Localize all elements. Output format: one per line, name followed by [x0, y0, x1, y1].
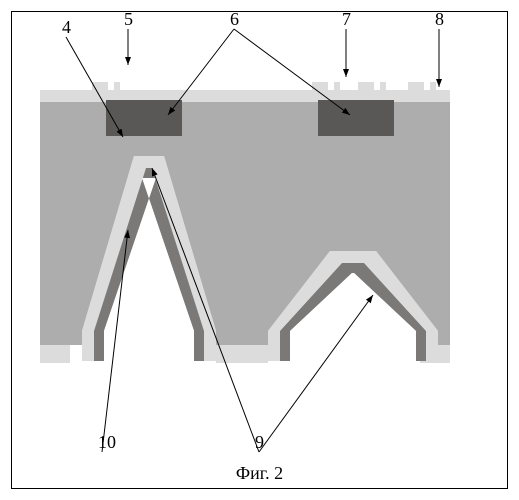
- outer-frame: [11, 11, 508, 489]
- figure-caption: Фиг. 2: [0, 463, 519, 484]
- figure-stage: 45678910 Фиг. 2: [0, 0, 519, 500]
